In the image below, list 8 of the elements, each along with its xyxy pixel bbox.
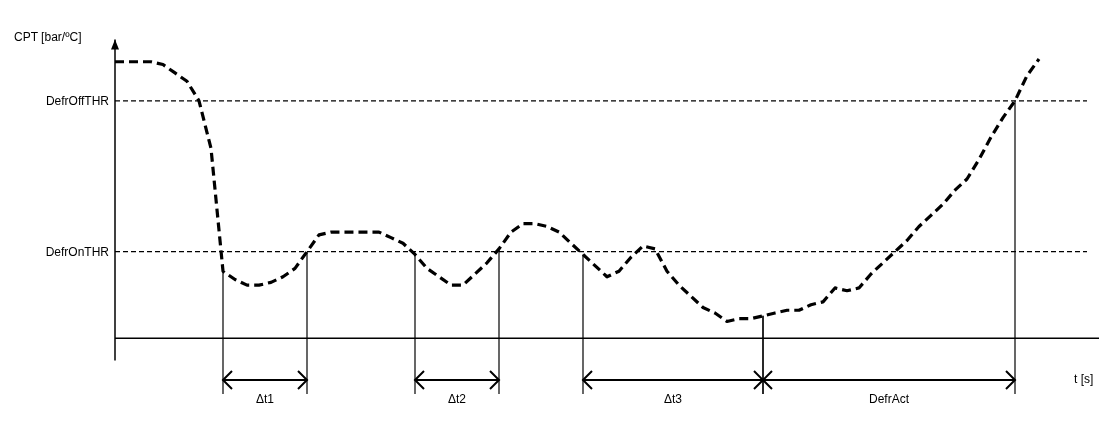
text: DefrAct [868,391,910,406]
text: Δt1 [255,391,275,406]
y-axis-title: CPT [bar/ºC] [14,30,82,44]
ref-line-label: DefrOnTHR [45,244,110,259]
x-axis-title: t [s] [1074,372,1094,386]
text: Δt2 [447,391,467,406]
text: Δt3 [663,391,683,406]
ref-line-label: DefrOffTHR [45,94,110,109]
